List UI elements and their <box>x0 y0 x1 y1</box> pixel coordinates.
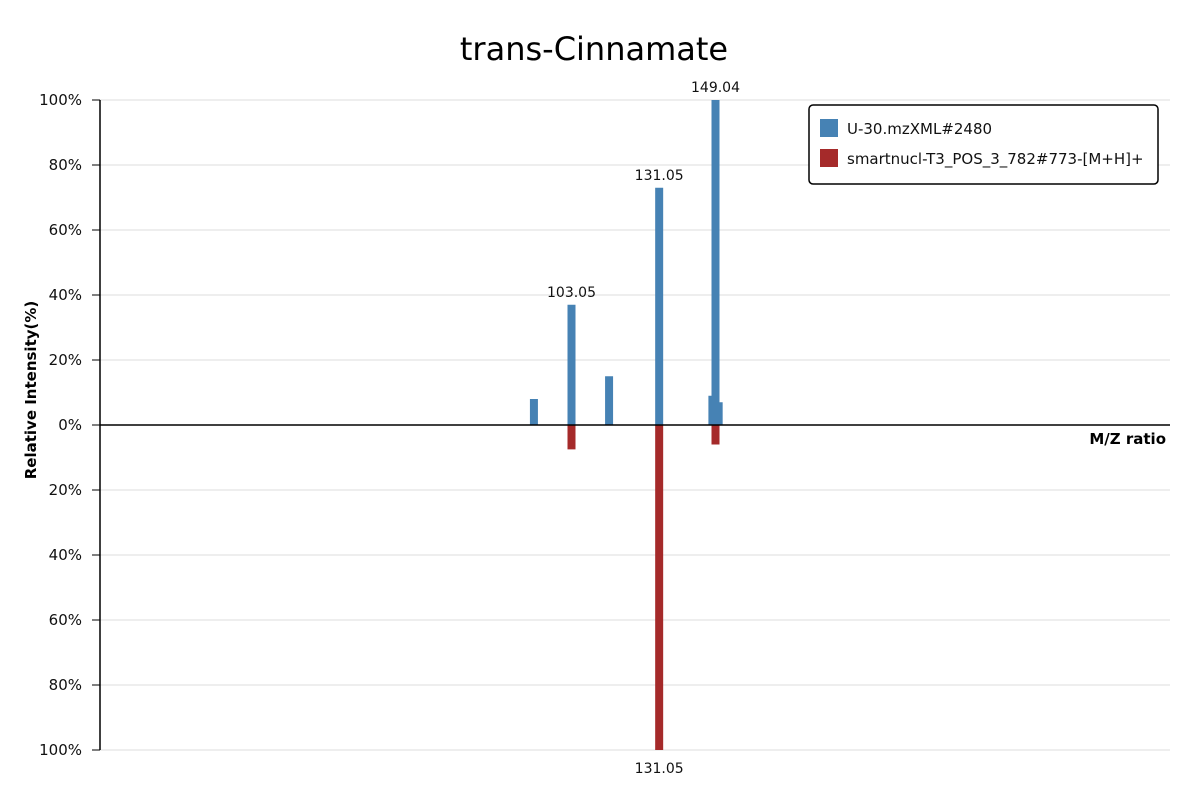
y-axis-label: Relative Intensity(%) <box>22 301 40 480</box>
legend-entry: U-30.mzXML#2480 <box>847 120 992 138</box>
peak-label: 131.05 <box>635 761 684 777</box>
peak-labels: 103.05 131.05 149.04 131.05 <box>547 80 740 777</box>
y-tick-label: 60% <box>49 611 82 629</box>
y-tick-label: 80% <box>49 156 82 174</box>
reference-peak-bar <box>711 425 720 445</box>
query-peak-bar <box>714 402 723 425</box>
legend-swatch <box>820 119 838 137</box>
query-peak-bar <box>711 100 720 425</box>
y-tick-label: 20% <box>49 481 82 499</box>
query-peak-bar <box>605 376 614 425</box>
y-tick-label: 40% <box>49 546 82 564</box>
reference-peak-bar <box>655 425 664 750</box>
query-peak-bar <box>567 304 576 425</box>
peak-label: 103.05 <box>547 285 596 301</box>
legend: U-30.mzXML#2480 smartnucl-T3_POS_3_782#77… <box>808 104 1159 185</box>
query-peak-bar <box>655 187 664 425</box>
y-tick-label: 60% <box>49 221 82 239</box>
y-tick-label: 100% <box>39 91 82 109</box>
peak-label: 149.04 <box>691 80 740 96</box>
y-tick-labels: 100% 80% 60% 40% 20% 0% 20% 40% 60% 80% 100% <box>39 91 100 759</box>
y-tick-label: 40% <box>49 286 82 304</box>
y-tick-label: 80% <box>49 676 82 694</box>
y-tick-label: 20% <box>49 351 82 369</box>
chart-title: trans-Cinnamate <box>460 30 728 68</box>
reference-peak-bar <box>567 425 576 450</box>
y-tick-label: 100% <box>39 741 82 759</box>
legend-swatch <box>820 149 838 167</box>
peak-bars <box>529 100 723 750</box>
peak-label: 131.05 <box>635 168 684 184</box>
y-tick-label: 0% <box>58 416 82 434</box>
x-axis-label: M/Z ratio <box>1089 430 1166 448</box>
legend-box <box>808 104 1159 185</box>
legend-entry: smartnucl-T3_POS_3_782#773-[M+H]+ <box>847 150 1144 169</box>
query-peak-bar <box>529 399 538 425</box>
